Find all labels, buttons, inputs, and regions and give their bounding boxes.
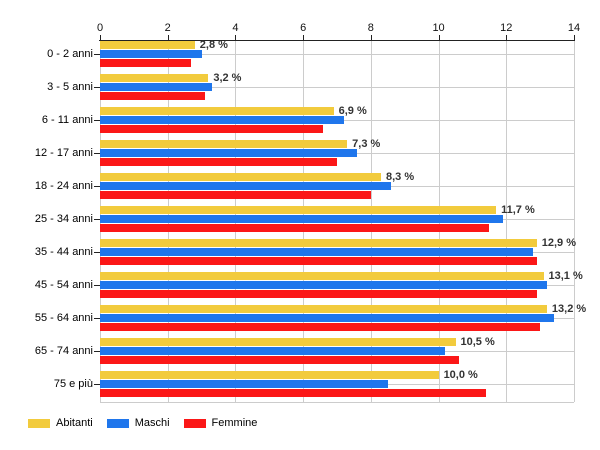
x-tick-label: 4 — [232, 22, 239, 34]
legend-label-abitanti: Abitanti — [56, 417, 93, 429]
y-axis-tick — [94, 252, 100, 253]
bar-abitanti — [100, 338, 456, 346]
category-gridline — [100, 54, 574, 55]
data-label: 3,2 % — [213, 72, 242, 84]
category-gridline — [100, 87, 574, 88]
y-category-label: 65 - 74 anni — [34, 345, 93, 357]
bar-maschi — [100, 182, 392, 190]
x-axis-tick — [506, 35, 508, 40]
data-label: 13,2 % — [551, 303, 587, 315]
bar-abitanti — [100, 74, 209, 82]
data-label: 10,0 % — [443, 369, 478, 381]
bar-femmine — [100, 158, 337, 166]
bar-abitanti — [100, 140, 348, 148]
bar-femmine — [100, 92, 205, 100]
legend: Abitanti Maschi Femmine — [28, 417, 271, 429]
bar-maschi — [100, 116, 344, 124]
bar-abitanti — [100, 305, 547, 313]
bar-femmine — [100, 389, 486, 397]
data-label: 10,5 % — [460, 336, 495, 348]
vertical-gridline — [506, 40, 508, 402]
femmine-swatch-icon — [183, 418, 206, 428]
bar-femmine — [100, 323, 541, 331]
bar-maschi — [100, 314, 554, 322]
x-axis-tick — [438, 35, 440, 40]
bar-maschi — [100, 149, 358, 157]
x-tick-label: 12 — [500, 22, 513, 34]
maschi-swatch-icon — [106, 418, 129, 428]
bar-abitanti — [100, 173, 381, 181]
y-axis-tick — [94, 120, 100, 121]
legend-label-femmine: Femmine — [211, 417, 258, 429]
y-axis-tick — [94, 219, 100, 220]
data-label: 13,1 % — [548, 270, 583, 282]
x-tick-label: 6 — [300, 22, 307, 34]
y-category-label: 35 - 44 anni — [34, 246, 93, 258]
x-tick-label: 2 — [164, 22, 171, 34]
y-category-label: 55 - 64 anni — [34, 312, 93, 324]
y-axis-tick — [94, 153, 100, 154]
y-category-label: 3 - 5 anni — [47, 81, 93, 93]
y-axis-tick — [94, 87, 100, 88]
bar-maschi — [100, 215, 503, 223]
x-tick-label: 14 — [567, 22, 581, 34]
data-label: 7,3 % — [352, 138, 381, 150]
bar-maschi — [100, 248, 534, 256]
y-category-label: 45 - 54 anni — [34, 279, 93, 291]
y-category-label: 12 - 17 anni — [34, 147, 93, 159]
y-axis-tick — [94, 318, 100, 319]
y-axis-tick — [94, 285, 100, 286]
plot-bottom-border — [100, 402, 574, 403]
legend-item-femmine: Femmine — [183, 417, 258, 429]
x-tick-label: 0 — [96, 22, 104, 34]
x-tick-label: 8 — [367, 22, 374, 34]
data-label: 11,7 % — [501, 204, 535, 216]
legend-item-abitanti: Abitanti — [28, 417, 93, 429]
x-axis-tick — [370, 35, 372, 40]
bar-maschi — [100, 50, 202, 58]
bar-abitanti — [100, 239, 537, 247]
y-axis-tick — [94, 351, 100, 352]
x-axis-tick — [574, 35, 575, 40]
y-axis-tick — [94, 384, 100, 385]
x-axis-tick — [167, 35, 169, 40]
x-axis-tick — [303, 35, 305, 40]
legend-label-maschi: Maschi — [134, 417, 170, 429]
bar-femmine — [100, 191, 371, 199]
y-axis-tick — [94, 54, 100, 55]
data-label: 6,9 % — [338, 105, 367, 117]
bar-femmine — [100, 356, 459, 364]
x-axis-line — [99, 40, 575, 41]
bar-abitanti — [100, 371, 439, 379]
bar-maschi — [100, 347, 446, 355]
bar-abitanti — [100, 107, 334, 115]
bar-abitanti — [100, 41, 195, 49]
y-category-label: 25 - 34 anni — [34, 213, 93, 225]
bar-abitanti — [100, 206, 497, 214]
y-axis-tick — [94, 186, 100, 187]
data-label: 12,9 % — [541, 237, 576, 249]
bar-femmine — [100, 257, 537, 265]
data-label: 2,8 % — [199, 39, 228, 51]
bar-maschi — [100, 281, 547, 289]
bar-femmine — [100, 224, 490, 232]
x-axis-tick — [235, 35, 237, 40]
x-tick-label: 10 — [432, 22, 445, 34]
vertical-gridline — [574, 40, 575, 402]
bar-maschi — [100, 83, 212, 91]
y-category-label: 0 - 2 anni — [47, 48, 93, 60]
bar-femmine — [100, 125, 324, 133]
x-axis-tick — [100, 35, 101, 40]
data-label: 8,3 % — [386, 171, 415, 183]
y-category-label: 18 - 24 anni — [34, 180, 93, 192]
bar-maschi — [100, 380, 388, 388]
abitanti-swatch-icon — [28, 418, 50, 428]
bar-femmine — [100, 290, 537, 298]
legend-item-maschi: Maschi — [106, 417, 170, 429]
bar-femmine — [100, 59, 192, 67]
y-category-label: 6 - 11 anni — [41, 114, 93, 126]
y-category-label: 75 e più — [53, 378, 93, 390]
bar-abitanti — [100, 272, 544, 280]
